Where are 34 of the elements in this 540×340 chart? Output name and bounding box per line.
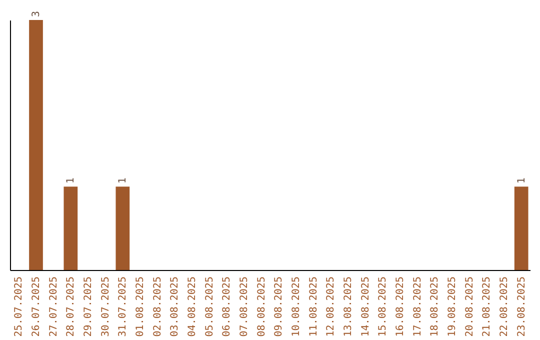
x-tick-label: 09.08.2025 — [274, 276, 285, 337]
x-tick-label: 27.07.2025 — [48, 276, 60, 337]
data-label: 3 — [31, 10, 42, 17]
data-label: 1 — [516, 178, 528, 184]
x-tick-label: 17.08.2025 — [412, 276, 424, 337]
x-tick-label: 20.08.2025 — [464, 276, 476, 337]
x-tick-label: 29.07.2025 — [83, 276, 94, 337]
data-label: 1 — [66, 178, 77, 184]
x-tick-label: 10.08.2025 — [291, 276, 302, 337]
x-tick-label: 07.08.2025 — [239, 276, 250, 337]
x-tick-label: 16.08.2025 — [395, 276, 406, 337]
x-tick-label: 23.08.2025 — [516, 276, 528, 337]
x-tick-label: 04.08.2025 — [187, 276, 198, 337]
x-tick-label: 05.08.2025 — [204, 276, 216, 337]
x-tick-label: 11.08.2025 — [308, 276, 320, 337]
x-tick-label: 01.08.2025 — [135, 276, 146, 337]
x-tick-label: 26.07.2025 — [31, 276, 42, 337]
data-label: 1 — [118, 178, 129, 184]
x-tick-label: 21.08.2025 — [482, 276, 493, 337]
x-tick-label: 31.07.2025 — [118, 276, 129, 337]
x-tick-label: 03.08.2025 — [170, 276, 181, 337]
x-tick-label: 15.08.2025 — [378, 276, 389, 337]
x-tick-label: 13.08.2025 — [343, 276, 354, 337]
x-tick-label: 22.08.2025 — [499, 276, 510, 337]
x-tick-label: 08.08.2025 — [256, 276, 268, 337]
x-tick-label: 30.07.2025 — [100, 276, 112, 337]
x-tick-label: 06.08.2025 — [222, 276, 233, 337]
x-tick-label: 14.08.2025 — [360, 276, 372, 337]
x-tick-label: 25.07.2025 — [14, 276, 25, 337]
x-tick-label: 19.08.2025 — [447, 276, 458, 337]
x-tick-label: 02.08.2025 — [152, 276, 164, 337]
x-tick-label: 12.08.2025 — [326, 276, 337, 337]
x-tick-label: 28.07.2025 — [66, 276, 77, 337]
x-tick-label: 18.08.2025 — [430, 276, 441, 337]
